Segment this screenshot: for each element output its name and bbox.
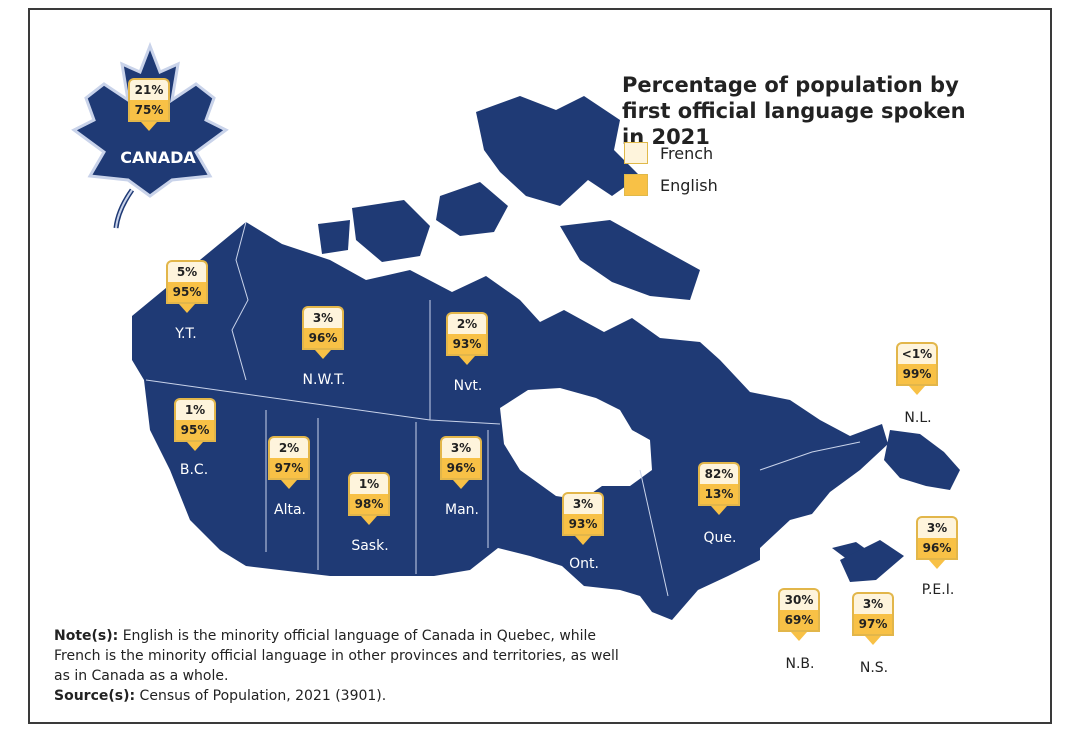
marker-french-value: 21% bbox=[128, 78, 170, 100]
marker-tip bbox=[575, 536, 591, 545]
province-borders bbox=[145, 221, 861, 597]
marker-french-value: 1% bbox=[174, 398, 216, 420]
marker-ns: 3% 97% bbox=[852, 592, 894, 645]
marker-english-value: 95% bbox=[166, 282, 208, 304]
marker-french-value: 82% bbox=[698, 462, 740, 484]
marker-tip bbox=[711, 506, 727, 515]
region-label-yt: Y.T. bbox=[175, 326, 197, 342]
region-label-bc: B.C. bbox=[179, 462, 209, 478]
legend-english: English bbox=[624, 174, 718, 196]
source-label: Source(s): bbox=[54, 688, 136, 704]
marker-english-value: 69% bbox=[778, 610, 820, 632]
region-label-nwt: N.W.T. bbox=[302, 372, 346, 388]
marker-english-value: 96% bbox=[916, 538, 958, 560]
marker-yt: 5% 95% bbox=[166, 260, 208, 313]
marker-tip bbox=[791, 632, 807, 641]
note-label: Note(s): bbox=[54, 628, 119, 644]
region-label-nvt: Nvt. bbox=[453, 378, 483, 394]
marker-english-value: 97% bbox=[268, 458, 310, 480]
marker-man: 3% 96% bbox=[440, 436, 482, 489]
region-label-nl: N.L. bbox=[904, 410, 932, 426]
marker-french-value: 1% bbox=[348, 472, 390, 494]
region-label-man: Man. bbox=[445, 502, 479, 518]
ns-shape bbox=[840, 540, 904, 582]
region-label-que: Que. bbox=[703, 530, 737, 546]
marker-nwt: 3% 96% bbox=[302, 306, 344, 359]
marker-english-value: 96% bbox=[302, 328, 344, 350]
marker-tip bbox=[865, 636, 881, 645]
marker-canada: 21% 75% bbox=[128, 78, 170, 131]
region-label-ont: Ont. bbox=[569, 556, 599, 572]
marker-english-value: 98% bbox=[348, 494, 390, 516]
marker-english-value: 13% bbox=[698, 484, 740, 506]
marker-pei: 3% 96% bbox=[916, 516, 958, 569]
marker-tip bbox=[141, 122, 157, 131]
marker-tip bbox=[453, 480, 469, 489]
legend-french: French bbox=[624, 142, 713, 164]
marker-tip bbox=[361, 516, 377, 525]
marker-que: 82% 13% bbox=[698, 462, 740, 515]
marker-english-value: 95% bbox=[174, 420, 216, 442]
marker-tip bbox=[929, 560, 945, 569]
maple-leaf-stem bbox=[113, 188, 135, 229]
marker-tip bbox=[909, 386, 925, 395]
arctic-island-4 bbox=[560, 220, 700, 300]
legend-swatch-french bbox=[624, 142, 648, 164]
marker-tip bbox=[179, 304, 195, 313]
marker-tip bbox=[187, 442, 203, 451]
marker-french-value: 5% bbox=[166, 260, 208, 282]
legend-swatch-english bbox=[624, 174, 648, 196]
marker-bc: 1% 95% bbox=[174, 398, 216, 451]
hudson-bay bbox=[500, 388, 652, 500]
note-text: English is the minority official languag… bbox=[54, 628, 619, 684]
marker-english-value: 96% bbox=[440, 458, 482, 480]
marker-nb: 30% 69% bbox=[778, 588, 820, 641]
region-label-alta: Alta. bbox=[274, 502, 306, 518]
region-label-sask: Sask. bbox=[351, 538, 389, 554]
region-label-nb: N.B. bbox=[785, 656, 815, 672]
arctic-island-5 bbox=[318, 220, 350, 254]
legend-label: English bbox=[660, 175, 718, 195]
arctic-island-3 bbox=[352, 200, 430, 262]
canada-label: CANADA bbox=[120, 148, 196, 167]
marker-english-value: 93% bbox=[562, 514, 604, 536]
arctic-island-2 bbox=[436, 182, 508, 236]
legend-label: French bbox=[660, 143, 714, 163]
marker-sask: 1% 98% bbox=[348, 472, 390, 525]
marker-french-value: 3% bbox=[440, 436, 482, 458]
marker-ont: 3% 93% bbox=[562, 492, 604, 545]
marker-french-value: 3% bbox=[302, 306, 344, 328]
pei-shape bbox=[832, 542, 870, 560]
marker-alta: 2% 97% bbox=[268, 436, 310, 489]
marker-french-value: <1% bbox=[896, 342, 938, 364]
marker-french-value: 3% bbox=[852, 592, 894, 614]
marker-nvt: 2% 93% bbox=[446, 312, 488, 365]
region-label-ns: N.S. bbox=[859, 660, 889, 676]
marker-tip bbox=[459, 356, 475, 365]
map-title: Percentage of population by first offici… bbox=[622, 73, 966, 149]
arctic-island-1 bbox=[476, 96, 640, 206]
marker-french-value: 2% bbox=[446, 312, 488, 334]
newfoundland bbox=[884, 430, 960, 490]
marker-english-value: 93% bbox=[446, 334, 488, 356]
marker-french-value: 3% bbox=[916, 516, 958, 538]
source-text: Census of Population, 2021 (3901). bbox=[135, 688, 387, 704]
marker-english-value: 75% bbox=[128, 100, 170, 122]
marker-english-value: 97% bbox=[852, 614, 894, 636]
region-label-pei: P.E.I. bbox=[921, 582, 955, 598]
marker-tip bbox=[315, 350, 331, 359]
marker-french-value: 3% bbox=[562, 492, 604, 514]
marker-english-value: 99% bbox=[896, 364, 938, 386]
marker-tip bbox=[281, 480, 297, 489]
marker-french-value: 2% bbox=[268, 436, 310, 458]
marker-french-value: 30% bbox=[778, 588, 820, 610]
note-text-block: Note(s): English is the minority officia… bbox=[54, 626, 634, 706]
marker-nl: <1% 99% bbox=[896, 342, 938, 395]
